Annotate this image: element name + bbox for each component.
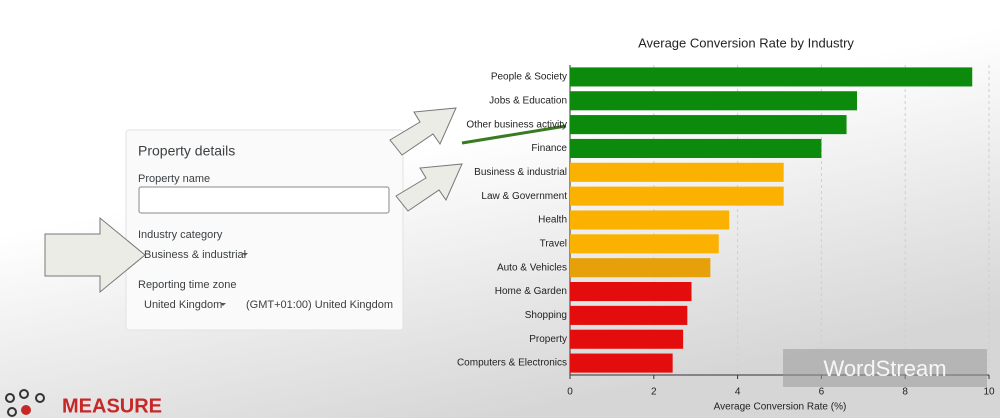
field-label: Property name	[138, 173, 210, 185]
arrow	[44, 216, 146, 294]
y-tick-label: Home & Garden	[495, 286, 567, 297]
bar	[570, 91, 858, 111]
y-tick-label: Business & industrial	[474, 167, 567, 178]
dropdown-icon	[242, 253, 248, 256]
dropdown[interactable]: Business & industrial	[144, 249, 246, 261]
y-tick-label: Jobs & Education	[489, 95, 567, 106]
logo	[5, 389, 45, 417]
bar	[570, 329, 684, 349]
watermark-box	[783, 349, 987, 387]
card-title: Property details	[138, 143, 235, 159]
bar	[570, 162, 784, 182]
bar	[570, 138, 822, 158]
y-tick-label: Travel	[540, 238, 567, 249]
y-tick-label: Health	[538, 215, 567, 226]
x-tick-label: 4	[735, 387, 741, 398]
x-tick-label: 6	[819, 387, 825, 398]
property-card	[125, 129, 404, 331]
plot: 0 2 4 6 8 10 People & Society Jobs & Education O…	[457, 65, 995, 398]
watermark: WordStream	[823, 356, 946, 381]
bar	[570, 353, 673, 373]
chart-title: Average Conversion Rate by Industry	[638, 35, 854, 50]
bar	[570, 258, 711, 278]
y-tick-label: Other business activity	[466, 119, 567, 130]
bar	[570, 210, 730, 230]
dropdown[interactable]: United Kingdom	[144, 299, 222, 311]
x-tick-label: 0	[567, 387, 573, 398]
y-tick-label: Finance	[531, 143, 567, 154]
field-label: Industry category	[138, 229, 223, 241]
underline	[461, 124, 567, 145]
field-label: Reporting time zone	[138, 279, 236, 291]
y-tick-label: Law & Government	[481, 191, 567, 202]
bar	[570, 234, 719, 254]
text-input[interactable]	[138, 186, 390, 214]
dropdown[interactable]: (GMT+01:00) United Kingdom	[246, 299, 393, 311]
y-tick-label: Computers & Electronics	[457, 358, 567, 369]
dropdown-icon	[220, 303, 226, 306]
x-tick-label: 8	[902, 387, 908, 398]
bar	[570, 67, 973, 87]
arrow	[389, 107, 457, 156]
brand: MEASURE	[62, 395, 162, 417]
y-tick-label: Shopping	[525, 310, 567, 321]
bar	[570, 305, 688, 325]
bar	[570, 186, 784, 206]
x-tick-label: 10	[983, 387, 995, 398]
y-tick-label: Auto & Vehicles	[497, 262, 567, 273]
bar	[570, 282, 692, 302]
y-tick-label: People & Society	[491, 72, 567, 83]
x-axis-label: Average Conversion Rate (%)	[714, 402, 847, 413]
bar	[570, 115, 847, 135]
arrow	[395, 163, 463, 212]
x-tick-label: 2	[651, 387, 657, 398]
y-tick-label: Property	[529, 334, 567, 345]
